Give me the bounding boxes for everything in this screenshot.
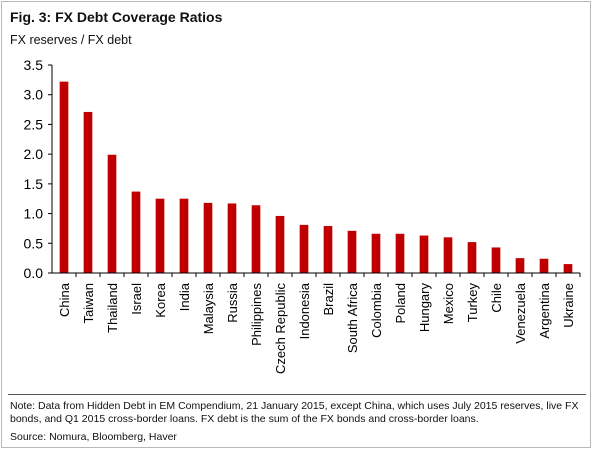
bar-taiwan bbox=[83, 111, 93, 273]
x-tick-label: Indonesia bbox=[297, 282, 312, 339]
y-tick-label: 0.0 bbox=[24, 265, 44, 281]
chart-title: Fig. 3: FX Debt Coverage Ratios bbox=[10, 9, 223, 25]
bar-thailand bbox=[107, 154, 117, 273]
x-tick-label: Malaysia bbox=[201, 282, 216, 334]
bar-indonesia bbox=[299, 224, 309, 273]
bar-turkey bbox=[467, 242, 477, 273]
bar-argentina bbox=[539, 258, 549, 273]
x-tick-label: Russia bbox=[225, 282, 240, 323]
x-tick-label: Poland bbox=[393, 283, 408, 323]
x-tick-label: Argentina bbox=[537, 282, 552, 338]
bar-czech-republic bbox=[275, 215, 285, 273]
x-tick-label: China bbox=[57, 282, 72, 317]
chart-note: Note: Data from Hidden Debt in EM Compen… bbox=[10, 400, 579, 425]
bar-poland bbox=[395, 233, 405, 273]
bar-colombia bbox=[371, 233, 381, 273]
bar-ukraine bbox=[563, 264, 573, 273]
bar-mexico bbox=[443, 237, 453, 273]
bar-israel bbox=[131, 191, 141, 273]
x-tick-label: Mexico bbox=[441, 283, 456, 324]
y-tick-label: 3.5 bbox=[24, 57, 44, 73]
y-tick-label: 2.5 bbox=[24, 116, 44, 132]
x-tick-label: Israel bbox=[129, 283, 144, 315]
y-tick-label: 3.0 bbox=[24, 87, 44, 103]
bar-hungary bbox=[419, 235, 429, 273]
x-tick-label: Taiwan bbox=[81, 283, 96, 323]
x-tick-label: Ukraine bbox=[561, 283, 576, 328]
bar-india bbox=[179, 198, 189, 273]
bar-china bbox=[59, 81, 69, 273]
x-tick-label: Czech Republic bbox=[273, 283, 288, 375]
bar-south-africa bbox=[347, 230, 357, 273]
bar-russia bbox=[227, 203, 237, 273]
x-tick-label: Philippines bbox=[249, 283, 264, 346]
notes-divider bbox=[8, 394, 586, 395]
x-tick-label: South Africa bbox=[345, 282, 360, 353]
y-tick-label: 1.5 bbox=[24, 176, 44, 192]
chart-subtitle: FX reserves / FX debt bbox=[10, 33, 132, 47]
chart-source: Source: Nomura, Bloomberg, Haver bbox=[10, 431, 177, 443]
y-tick-label: 2.0 bbox=[24, 146, 44, 162]
bar-venezuela bbox=[515, 258, 525, 273]
x-tick-label: Chile bbox=[489, 283, 504, 313]
bar-brazil bbox=[323, 226, 333, 273]
x-tick-label: Hungary bbox=[417, 283, 432, 333]
x-tick-label: Brazil bbox=[321, 283, 336, 316]
bar-chile bbox=[491, 247, 501, 273]
bar-korea bbox=[155, 198, 165, 273]
y-tick-label: 0.5 bbox=[24, 235, 44, 251]
x-tick-label: Colombia bbox=[369, 282, 384, 338]
x-tick-label: Thailand bbox=[105, 283, 120, 333]
x-tick-label: Korea bbox=[153, 282, 168, 317]
bar-malaysia bbox=[203, 202, 213, 273]
x-tick-label: Turkey bbox=[465, 283, 480, 323]
bar-philippines bbox=[251, 205, 261, 273]
y-tick-label: 1.0 bbox=[24, 206, 44, 222]
x-tick-label: India bbox=[177, 282, 192, 311]
x-tick-label: Venezuela bbox=[513, 282, 528, 343]
